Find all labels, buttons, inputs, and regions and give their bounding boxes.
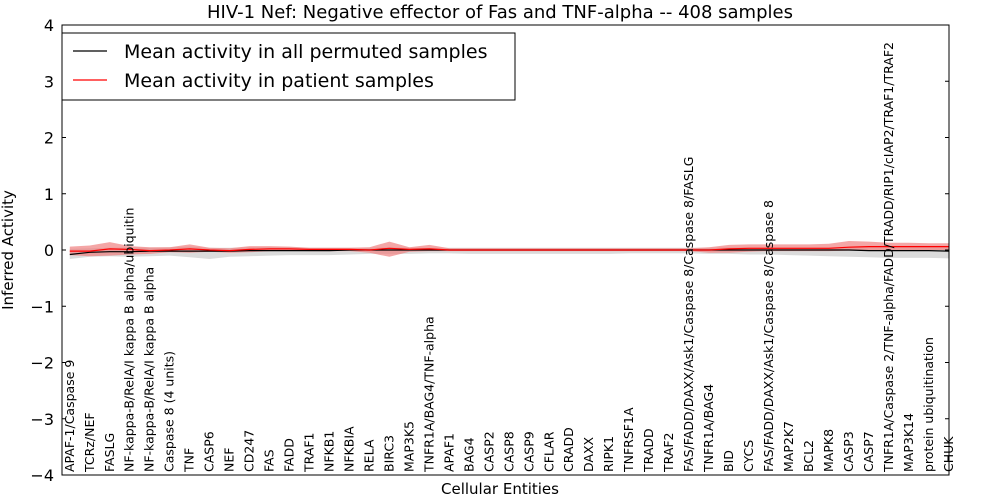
category-label-30: TRAF2 — [661, 432, 676, 473]
chart-title: HIV-1 Nef: Negative effector of Fas and … — [207, 2, 793, 23]
category-label-26: DAXX — [581, 436, 596, 472]
category-label-24: CFLAR — [541, 431, 556, 472]
band-patient — [69, 241, 949, 257]
category-label-18: TNFR1A/BAG4/TNF-alpha — [421, 316, 436, 473]
legend-label-patient: Mean activity in patient samples — [124, 70, 434, 92]
category-label-43: protein ubiquitination — [921, 337, 936, 472]
category-label-25: CRADD — [561, 427, 576, 472]
category-labels: APAF-1/Caspase 9 TCRz/NEF FASLG NF-kappa-B/… — [62, 42, 956, 473]
category-label-28: TNFRSF1A — [621, 407, 636, 473]
y-axis: −4 −3 −2 −1 0 1 2 3 4 — [30, 16, 949, 485]
category-label-14: NFKBIA — [342, 426, 357, 472]
category-label-34: CYCS — [741, 440, 756, 472]
category-label-10: FAS — [262, 449, 277, 472]
category-label-8: NEF — [222, 448, 237, 472]
category-label-27: RIPK1 — [601, 436, 616, 472]
category-label-2: FASLG — [102, 433, 117, 472]
category-label-9: CD247 — [242, 430, 257, 472]
category-label-5: Caspase 8 (4 units) — [162, 351, 177, 472]
category-label-19: APAF1 — [441, 433, 456, 472]
category-label-38: MAPK8 — [821, 429, 836, 472]
category-label-1: TCRz/NEF — [82, 412, 97, 473]
category-label-41: TNFR1A/Caspase 2/TNF-alpha/FADD/TRADD/RI… — [881, 42, 896, 473]
category-label-12: TRAF1 — [302, 432, 317, 473]
category-label-13: NFKB1 — [322, 431, 337, 472]
category-label-21: CASP2 — [481, 431, 496, 472]
category-label-7: CASP6 — [202, 431, 217, 472]
legend: Mean activity in all permuted samples Me… — [61, 32, 516, 101]
category-label-40: CASP7 — [861, 431, 876, 472]
category-label-29: TRADD — [641, 428, 656, 473]
category-label-17: MAP3K5 — [401, 421, 416, 472]
category-label-32: TNFR1A/BAG4 — [701, 384, 716, 473]
category-label-35: FAS/FADD/DAXX/Ask1/Caspase 8/Caspase 8 — [761, 200, 776, 472]
y-tick-label-1: −3 — [30, 410, 54, 429]
y-tick-label-4: 0 — [44, 241, 54, 260]
y-tick-label-2: −2 — [30, 354, 54, 373]
y-tick-label-5: 1 — [44, 185, 54, 204]
category-label-3: NF-kappa-B/RelA/I kappa B alpha/ubiquiti… — [122, 208, 137, 472]
y-axis-label: Inferred Activity — [0, 190, 17, 310]
category-label-6: TNF — [182, 448, 197, 473]
category-label-4: NF-kappa-B/RelA/I kappa B alpha — [142, 267, 157, 472]
category-label-37: BCL2 — [801, 440, 816, 472]
y-tick-label-3: −1 — [30, 297, 54, 316]
category-label-15: RELA — [362, 439, 377, 472]
y-tick-label-7: 3 — [44, 72, 54, 91]
x-axis-label: Cellular Entities — [441, 480, 559, 498]
category-label-33: BID — [721, 450, 736, 472]
category-label-44: CHUK — [941, 436, 956, 472]
legend-box — [61, 32, 516, 101]
category-label-0: APAF-1/Caspase 9 — [62, 360, 77, 472]
category-label-31: FAS/FADD/DAXX/Ask1/Caspase 8/Caspase 8/F… — [681, 157, 696, 472]
y-tick-label-8: 4 — [44, 16, 54, 35]
category-label-36: MAP2K7 — [781, 421, 796, 472]
category-label-20: BAG4 — [461, 437, 476, 472]
category-label-11: FADD — [282, 438, 297, 472]
category-label-39: CASP3 — [841, 431, 856, 472]
series-line-patient — [69, 246, 949, 252]
category-label-42: MAP3K14 — [901, 413, 916, 472]
legend-label-permuted: Mean activity in all permuted samples — [124, 41, 487, 63]
y-tick-label-0: −4 — [30, 466, 54, 485]
y-tick-label-6: 2 — [44, 129, 54, 148]
category-label-23: CASP9 — [521, 431, 536, 472]
category-label-16: BIRC3 — [381, 435, 396, 472]
series-lines — [69, 246, 949, 256]
category-label-22: CASP8 — [501, 431, 516, 472]
